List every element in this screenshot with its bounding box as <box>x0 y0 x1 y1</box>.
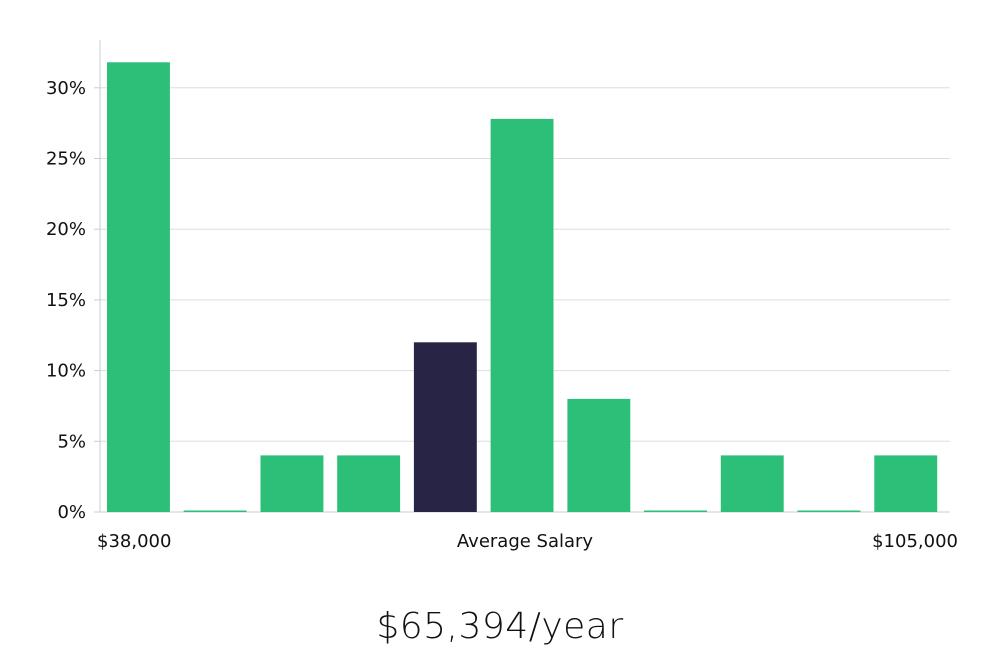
bar <box>874 455 938 512</box>
x-axis: $38,000 Average Salary $105,000 <box>97 531 958 552</box>
y-tick-label: 15% <box>46 290 86 311</box>
y-tick-label: 25% <box>46 149 86 170</box>
bar <box>567 398 631 512</box>
average-salary-value: $65,394/year <box>376 606 624 647</box>
salary-distribution-chart: 0% 5% 10% 15% 20% 25% 30% $38,000 Average Sala… <box>46 40 958 552</box>
bar <box>260 455 324 512</box>
bar <box>797 510 861 512</box>
y-tick-label: 30% <box>46 78 86 99</box>
bar <box>107 62 170 513</box>
y-tick-label: 20% <box>46 219 86 240</box>
y-tick-label: 5% <box>57 431 86 452</box>
y-tick-label: 0% <box>57 502 86 523</box>
x-label-center: Average Salary <box>457 531 594 552</box>
x-label-max: $105,000 <box>872 531 958 552</box>
y-tick-label: 10% <box>46 361 86 382</box>
bar <box>644 510 707 512</box>
x-label-min: $38,000 <box>97 531 171 552</box>
bar-average-salary <box>413 342 477 512</box>
bar <box>183 510 247 512</box>
bar <box>337 455 401 512</box>
bars <box>107 62 938 513</box>
bar <box>720 455 784 512</box>
bar <box>490 118 554 513</box>
